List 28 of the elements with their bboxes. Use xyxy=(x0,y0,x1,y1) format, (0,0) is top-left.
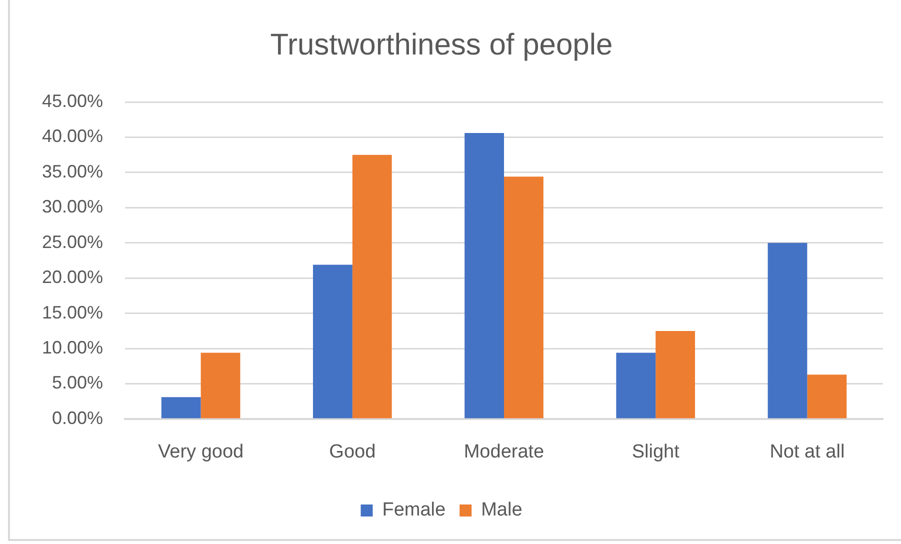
bar xyxy=(464,132,504,418)
y-tick-label: 15.00% xyxy=(42,302,103,322)
y-tick-label: 5.00% xyxy=(52,372,103,393)
y-tick-label: 0.00% xyxy=(52,408,103,428)
bar xyxy=(807,374,847,418)
bar xyxy=(200,352,240,418)
chart-title: Trustworthiness of people xyxy=(270,28,613,62)
bar xyxy=(352,154,392,418)
x-tick-label: Moderate xyxy=(464,442,544,463)
y-tick-label: 30.00% xyxy=(42,196,103,217)
y-tick-label: 40.00% xyxy=(42,126,103,146)
bar xyxy=(656,330,696,418)
y-tick-label: 10.00% xyxy=(42,338,103,358)
bar xyxy=(312,264,352,418)
y-tick-label: 45.00% xyxy=(42,90,103,111)
x-tick-label: Very good xyxy=(158,442,244,463)
x-tick-label: Slight xyxy=(632,442,680,463)
bar xyxy=(616,352,656,418)
bar xyxy=(504,176,544,418)
legend-label: Male xyxy=(481,500,522,521)
y-tick-label: 25.00% xyxy=(42,232,103,252)
x-tick-label: Good xyxy=(329,442,376,463)
x-tick-label: Not at all xyxy=(770,442,845,463)
bar xyxy=(768,242,808,418)
y-tick-label: 35.00% xyxy=(42,161,103,182)
y-tick-label: 20.00% xyxy=(42,267,103,288)
bar xyxy=(161,397,201,418)
legend-label: Female xyxy=(382,500,446,521)
